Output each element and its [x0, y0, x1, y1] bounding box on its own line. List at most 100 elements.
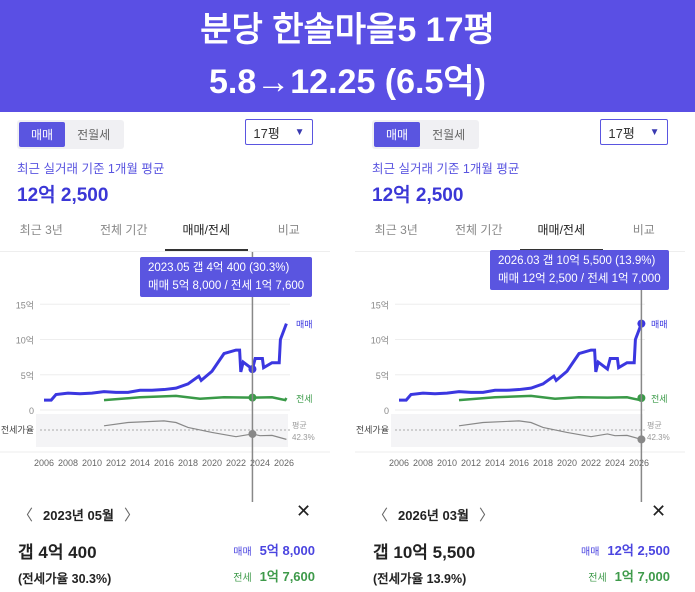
price-subtitle: 최근 실거래 기준 1개월 평균 [372, 162, 520, 176]
series-line-1 [458, 394, 643, 402]
sale-label: 매매 [233, 547, 252, 558]
panel-0: 매매 전월세 17평 ▼ 최근 실거래 기준 1개월 평균 12억 2,500 최… [0, 112, 340, 592]
x-tick-label: 2024 [250, 458, 270, 468]
tab-compare[interactable]: 비교 [277, 223, 300, 237]
tooltip-line1: 2023.05 갭 4억 400 (30.3%) [148, 262, 290, 274]
selected-month: 2026년 03월 [398, 508, 469, 523]
size-value: 17평 [608, 125, 635, 141]
tooltip-line2: 매매 12억 2,500 / 전세 1억 7,000 [498, 273, 661, 285]
x-tick-label: 2016 [509, 458, 529, 468]
series-line-0 [44, 323, 288, 402]
prev-month-button[interactable]: 〈 [373, 507, 389, 524]
y-tick-label: 5억 [21, 370, 34, 381]
jeonse-value: 1억 7,000 [614, 569, 670, 584]
size-value: 17평 [253, 125, 280, 141]
x-tick-label: 2014 [485, 458, 505, 468]
gap-amount: 갭 10억 5,500 [373, 543, 476, 562]
tab-all-period[interactable]: 전체 기간 [455, 223, 503, 237]
tab-sale[interactable]: 매매 [19, 122, 66, 147]
trade-type-toggle: 매매 전월세 [17, 120, 125, 149]
average-value: 42.3% [647, 433, 670, 442]
x-tick-label: 2014 [130, 458, 150, 468]
jeonse-label: 전세 [588, 573, 607, 584]
tooltip-line2: 매매 5억 8,000 / 전세 1억 7,600 [148, 280, 305, 292]
x-tick-label: 2006 [389, 458, 409, 468]
x-tick-label: 2020 [202, 458, 222, 468]
x-tick-label: 2008 [413, 458, 433, 468]
jeonse-ratio: (전세가율 13.9%) [373, 572, 467, 586]
series-label: 전세 [296, 394, 313, 404]
x-tick-label: 2018 [178, 458, 198, 468]
jeonse-value: 1억 7,600 [259, 569, 315, 584]
chart-tooltip: 2026.03 갭 10억 5,500 (13.9%) 매매 12억 2,500 … [490, 250, 669, 290]
x-tick-label: 2010 [82, 458, 102, 468]
x-tick-label: 2018 [533, 458, 553, 468]
close-icon[interactable]: ✕ [296, 501, 312, 521]
caret-down-icon: ▼ [294, 126, 305, 138]
average-price: 12억 2,500 [372, 185, 464, 206]
tooltip-line1: 2026.03 갭 10억 5,500 (13.9%) [498, 255, 656, 267]
y-tick-label: 5억 [376, 370, 389, 381]
period-tabs: 최근 3년 전체 기간 매매/전세 비교 [355, 216, 685, 252]
tab-sale-jeonse[interactable]: 매매/전세 [520, 216, 603, 251]
tab-compare[interactable]: 비교 [632, 223, 655, 237]
tab-recent-3y[interactable]: 최근 3년 [19, 223, 63, 237]
next-month-button[interactable]: 〉 [123, 507, 139, 524]
chart-tooltip: 2023.05 갭 4억 400 (30.3%) 매매 5억 8,000 / 전세… [140, 257, 313, 297]
x-tick-label: 2012 [106, 458, 126, 468]
ratio-axis-label: 전세가율 [1, 425, 34, 435]
series-label: 전세 [651, 394, 668, 404]
average-label: 평균 [647, 420, 662, 430]
next-month-button[interactable]: 〉 [478, 507, 494, 524]
gap-amount: 갭 4억 400 [18, 543, 97, 562]
title-line2: 5.8→12.25 (6.5억) [209, 63, 486, 101]
sale-value: 12억 2,500 [607, 543, 670, 558]
y-tick-label: 10억 [371, 335, 389, 346]
sale-label: 매매 [581, 547, 600, 558]
y-tick-label: 15억 [371, 299, 389, 310]
y-tick-label: 0 [384, 406, 389, 416]
title-line1: 분당 한솔마을5 17평 [200, 11, 495, 49]
x-tick-label: 2010 [437, 458, 457, 468]
average-price: 12억 2,500 [17, 185, 109, 206]
tab-rent[interactable]: 전월세 [77, 128, 111, 142]
x-tick-label: 2012 [461, 458, 481, 468]
tab-sale-jeonse[interactable]: 매매/전세 [165, 216, 248, 251]
close-icon[interactable]: ✕ [651, 501, 667, 521]
tab-sale[interactable]: 매매 [374, 122, 421, 147]
panel-1: 매매 전월세 17평 ▼ 최근 실거래 기준 1개월 평균 12억 2,500 최… [355, 112, 695, 592]
jeonse-price: 전세 1억 7,600 [233, 566, 315, 585]
series-label: 매매 [651, 320, 668, 330]
x-tick-label: 2008 [58, 458, 78, 468]
period-tabs: 최근 3년 전체 기간 매매/전세 비교 [0, 216, 330, 252]
jeonse-label: 전세 [233, 573, 252, 584]
prev-month-button[interactable]: 〈 [18, 507, 34, 524]
series-line-1 [103, 394, 288, 402]
sale-value: 5억 8,000 [259, 543, 315, 558]
jeonse-price: 전세 1억 7,000 [588, 566, 670, 585]
y-tick-label: 15억 [16, 299, 34, 310]
series-line-2 [458, 420, 642, 440]
trade-type-toggle: 매매 전월세 [372, 120, 480, 149]
tab-rent[interactable]: 전월세 [432, 128, 466, 142]
title-banner: 분당 한솔마을5 17평 5.8→12.25 (6.5억) [0, 0, 695, 112]
caret-down-icon: ▼ [649, 126, 660, 138]
jeonse-ratio: (전세가율 30.3%) [18, 572, 112, 586]
price-subtitle: 최근 실거래 기준 1개월 평균 [17, 162, 165, 176]
series-line-2 [103, 420, 287, 440]
tab-recent-3y[interactable]: 최근 3년 [374, 223, 418, 237]
ratio-axis-label: 전세가율 [356, 425, 389, 435]
x-tick-label: 2020 [557, 458, 577, 468]
y-tick-label: 10억 [16, 335, 34, 346]
average-label: 평균 [292, 420, 307, 430]
series-label: 매매 [296, 320, 313, 330]
size-dropdown[interactable]: 17평 ▼ [245, 119, 313, 145]
series-line-0 [399, 323, 643, 402]
x-tick-label: 2024 [605, 458, 625, 468]
tab-all-period[interactable]: 전체 기간 [100, 223, 148, 237]
y-tick-label: 0 [29, 406, 34, 416]
size-dropdown[interactable]: 17평 ▼ [600, 119, 668, 145]
x-tick-label: 2026 [629, 458, 649, 468]
